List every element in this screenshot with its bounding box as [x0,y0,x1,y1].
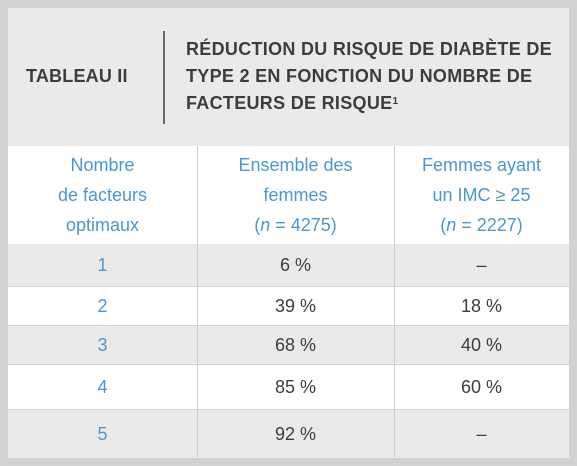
header-col3-n: n [446,215,457,235]
title-divider [163,31,165,124]
table-row: 5 92 % – [8,410,569,458]
table-row: 2 39 % 18 % [8,287,569,325]
cell-factor-count: 1 [97,254,108,275]
cell-all-women: 85 % [274,376,317,397]
header-col2-count: = 4275 [270,215,331,235]
header-col2-line2: femmes [263,185,328,205]
cell-factor-count: 3 [97,334,108,355]
header-factor-count: Nombre de facteurs optimaux [8,146,197,244]
header-col1-line2: de facteurs [57,185,148,205]
cell-factor-count: 4 [97,376,108,397]
cell-bmi-women: – [476,423,487,444]
row-divider [8,364,569,365]
cell-factor-count: 2 [97,295,108,316]
header-col1-line3: optimaux [65,215,140,235]
cell-bmi-women: – [476,254,487,275]
header-col1-line1: Nombre [70,155,135,175]
header-col3-line2: un IMC ≥ 25 [432,185,531,205]
row-divider [8,286,569,287]
table-title: RÉDUCTION DU RISQUE DE DIABÈTE DE TYPE 2… [186,36,556,117]
header-col3-line1: Femmes ayant [421,155,542,175]
column-divider [197,146,198,458]
title-footnote: 1 [392,96,399,107]
row-divider [8,325,569,326]
header-col2-n: n [260,215,271,235]
cell-bmi-women: 18 % [460,295,503,316]
header-col3-count: = 2227 [456,215,517,235]
column-divider [394,146,395,458]
header-col2-line1: Ensemble des [238,155,353,175]
cell-all-women: 92 % [274,423,317,444]
table-row: 3 68 % 40 % [8,326,569,364]
table-row: 1 6 % – [8,244,569,286]
header-col2-line3: (n = 4275) [254,215,337,235]
row-divider [8,409,569,410]
header-bmi-women: Femmes ayant un IMC ≥ 25 (n = 2227) [394,146,569,244]
cell-all-women: 39 % [274,295,317,316]
header-all-women: Ensemble des femmes (n = 4275) [197,146,394,244]
table-row: 4 85 % 60 % [8,365,569,409]
header-col3-line3: (n = 2227) [440,215,523,235]
table-title-text: RÉDUCTION DU RISQUE DE DIABÈTE DE TYPE 2… [186,39,552,113]
cell-bmi-women: 60 % [460,376,503,397]
table-title-block [8,8,569,146]
cell-bmi-women: 40 % [460,334,503,355]
table-label: TABLEAU II [26,66,128,86]
cell-all-women: 68 % [274,334,317,355]
cell-factor-count: 5 [97,423,108,444]
cell-all-women: 6 % [279,254,312,275]
table-header-row: Nombre de facteurs optimaux Ensemble des… [8,146,569,244]
